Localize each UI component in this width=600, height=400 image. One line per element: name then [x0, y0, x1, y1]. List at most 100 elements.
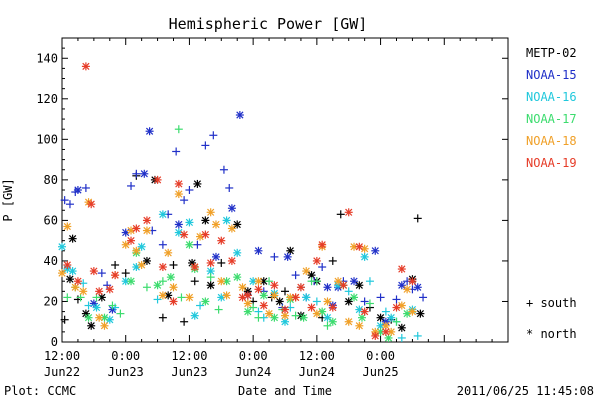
x-tick-time-label: 0:00	[239, 349, 268, 363]
north-marker	[259, 301, 268, 310]
south-marker	[108, 301, 117, 310]
north-marker	[92, 303, 101, 312]
north-marker	[302, 293, 311, 302]
north-marker	[84, 313, 93, 322]
south-marker	[132, 169, 141, 178]
north-marker	[222, 291, 231, 300]
south-marker	[60, 315, 69, 324]
north-marker	[89, 267, 98, 276]
north-marker	[235, 111, 244, 120]
north-marker	[227, 256, 236, 265]
x-tick-date-label: Jun22	[44, 365, 80, 379]
south-marker	[365, 277, 374, 286]
north-marker	[217, 236, 226, 245]
north-marker	[302, 267, 311, 276]
north-marker	[68, 234, 77, 243]
south-marker	[214, 305, 223, 314]
legend-item-NOAA-16: NOAA-16	[526, 90, 577, 104]
south-marker	[142, 283, 151, 292]
north-marker	[360, 307, 369, 316]
south-marker	[397, 333, 406, 342]
south-marker	[65, 200, 74, 209]
north-marker	[339, 281, 348, 290]
north-marker	[164, 248, 173, 257]
south-marker	[365, 299, 374, 308]
south-marker	[206, 273, 215, 282]
legend-item-NOAA-15: NOAA-15	[526, 68, 577, 82]
south-marker	[180, 196, 189, 205]
south-marker	[328, 256, 337, 265]
y-tick-label: 140	[36, 51, 58, 65]
north-marker	[185, 240, 194, 249]
north-marker	[344, 317, 353, 326]
north-marker	[206, 258, 215, 267]
north-marker	[158, 263, 167, 272]
x-tick-date-label: Jun24	[299, 365, 335, 379]
south-marker	[270, 252, 279, 261]
south-marker	[392, 295, 401, 304]
north-marker	[87, 321, 96, 330]
north-marker	[283, 252, 292, 261]
south-marker	[158, 313, 167, 322]
north-marker	[381, 327, 390, 336]
north-marker	[357, 313, 366, 322]
north-marker	[270, 281, 279, 290]
north-marker	[307, 303, 316, 312]
north-marker	[233, 220, 242, 229]
north-marker	[413, 283, 422, 292]
north-marker	[206, 281, 215, 290]
north-marker	[63, 222, 72, 231]
south-marker	[265, 277, 274, 286]
south-marker	[344, 287, 353, 296]
south-marker	[158, 277, 167, 286]
north-marker	[227, 224, 236, 233]
plot-credit: Plot: CCMC	[4, 384, 76, 398]
north-marker	[95, 287, 104, 296]
north-marker	[185, 293, 194, 302]
north-marker	[403, 285, 412, 294]
north-marker	[350, 277, 359, 286]
north-marker	[397, 323, 406, 332]
south-marker	[193, 240, 202, 249]
legend-item-NOAA-18: NOAA-18	[526, 134, 577, 148]
y-tick-label: 80	[44, 173, 58, 187]
north-marker	[201, 216, 210, 225]
north-marker	[140, 169, 149, 178]
north-marker	[127, 236, 136, 245]
south-marker	[63, 293, 72, 302]
north-marker	[201, 230, 210, 239]
north-marker	[312, 309, 321, 318]
south-marker	[81, 183, 90, 192]
south-marker	[381, 307, 390, 316]
north-marker	[397, 265, 406, 274]
y-tick-label: 20	[44, 294, 58, 308]
data-points	[58, 62, 428, 342]
south-marker	[419, 293, 428, 302]
x-axis: 12:00 Jun22 0:00 Jun23 12:00 Jun23 0:00 Jun24 12…	[44, 38, 509, 379]
north-marker	[233, 248, 242, 257]
north-marker	[233, 273, 242, 282]
north-marker	[68, 267, 77, 276]
south-marker	[158, 240, 167, 249]
south-marker	[254, 313, 263, 322]
north-marker	[217, 277, 226, 286]
south-marker	[336, 210, 345, 219]
south-marker	[174, 125, 183, 134]
x-tick-date-label: Jun24	[235, 365, 271, 379]
north-marker	[166, 273, 175, 282]
north-marker	[137, 242, 146, 251]
legend-item-NOAA-17: NOAA-17	[526, 112, 577, 126]
north-marker	[65, 275, 74, 284]
north-marker	[403, 309, 412, 318]
south-marker	[219, 165, 228, 174]
north-marker	[174, 179, 183, 188]
south-marker	[318, 263, 327, 272]
north-marker	[312, 256, 321, 265]
north-marker	[243, 307, 252, 316]
south-marker	[249, 303, 258, 312]
north-marker	[360, 252, 369, 261]
series-NOAA-15	[60, 111, 428, 326]
north-marker	[190, 311, 199, 320]
north-marker	[408, 307, 417, 316]
north-marker	[265, 309, 274, 318]
